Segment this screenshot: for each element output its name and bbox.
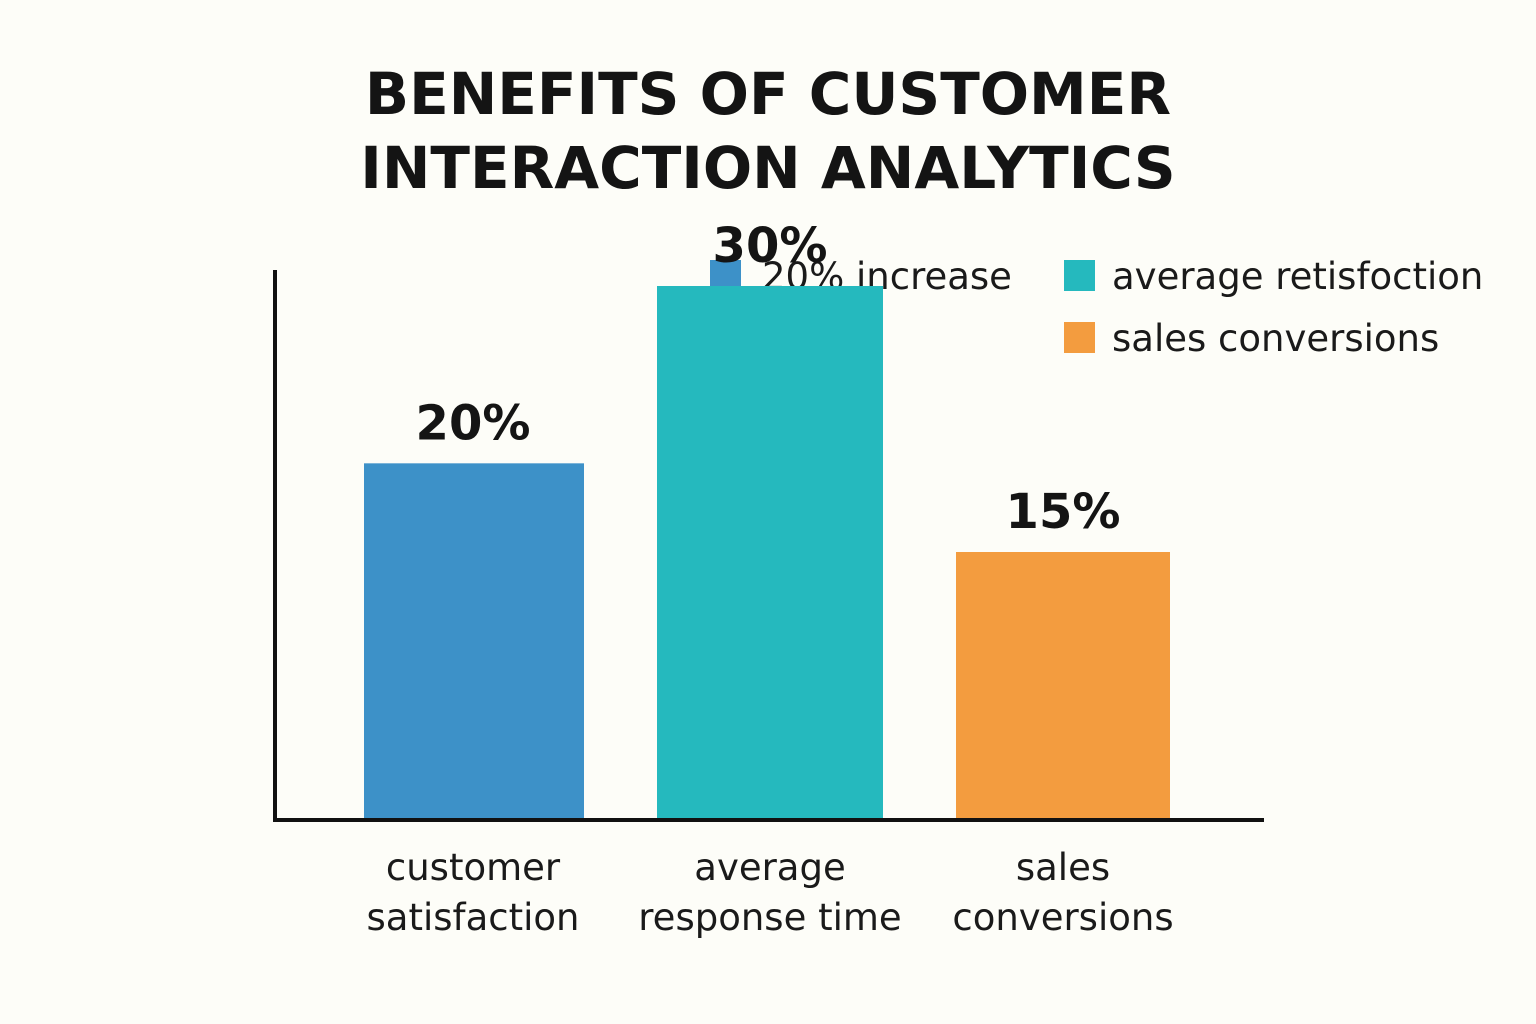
bar-3 xyxy=(956,552,1170,818)
category-label-2-line-2: response time xyxy=(638,896,901,939)
category-label-3-line-1: sales xyxy=(1016,846,1110,889)
category-label-1-line-1: customer xyxy=(386,846,561,889)
value-label-1: 20% xyxy=(416,395,531,451)
chart-title-line-1: BENEFITS OF CUSTOMER xyxy=(365,60,1171,128)
bars xyxy=(364,286,1170,818)
bar-2 xyxy=(657,286,883,818)
legend-label-3: sales conversions xyxy=(1112,317,1439,360)
category-label-2-line-1: average xyxy=(694,846,845,889)
chart-title: BENEFITS OF CUSTOMER INTERACTION ANALYTI… xyxy=(360,60,1175,202)
legend-label-2: average retisfoction xyxy=(1112,255,1483,298)
category-label-3-line-2: conversions xyxy=(952,896,1173,939)
axes xyxy=(273,270,1264,822)
category-labels: customer satisfaction average response time… xyxy=(367,846,1174,939)
value-label-2: 30% xyxy=(713,218,828,274)
legend-swatch-2 xyxy=(1064,260,1095,291)
bar-1 xyxy=(364,463,584,818)
legend-swatch-1 xyxy=(710,260,741,291)
category-label-1-line-2: satisfaction xyxy=(367,896,580,939)
value-labels: 20% 30% 15% xyxy=(416,218,1121,540)
legend-swatch-3 xyxy=(1064,322,1095,353)
value-label-3: 15% xyxy=(1006,484,1121,540)
chart-title-line-2: INTERACTION ANALYTICS xyxy=(360,134,1175,202)
